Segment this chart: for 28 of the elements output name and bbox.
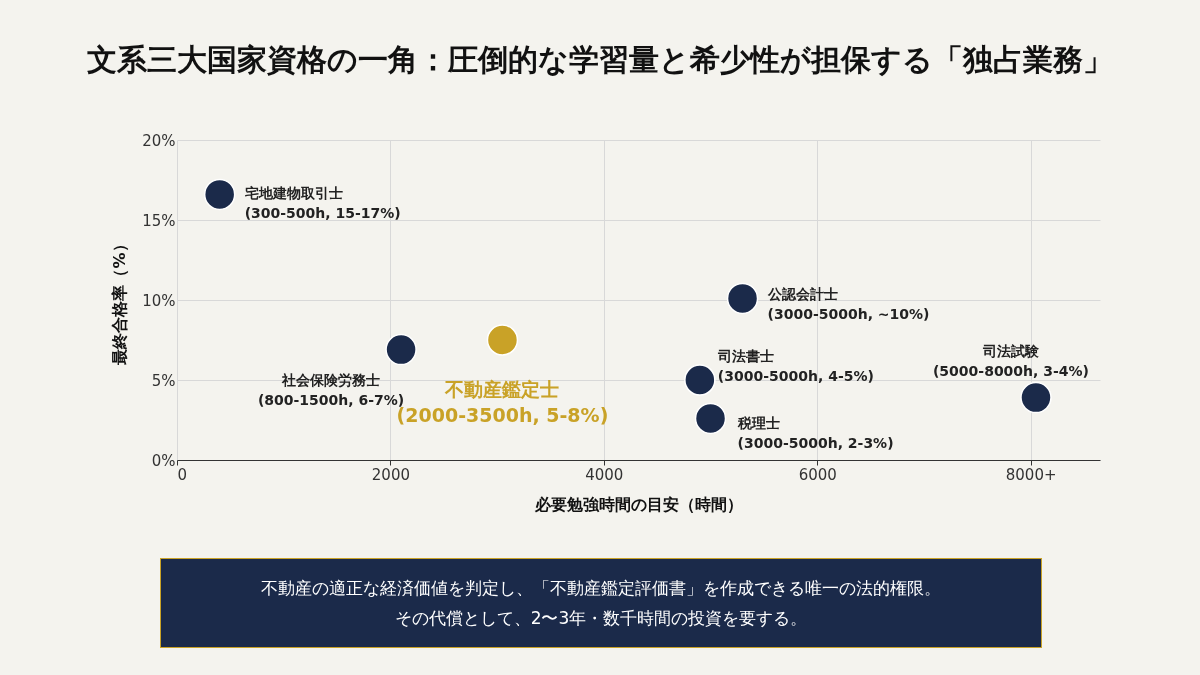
annotation: 税理士 (3000-5000h, 2-3%) [736,415,894,452]
x-tick-label: 8000+ [1005,465,1057,484]
x-tick-label: 2000 [371,465,410,484]
y-tick-label: 0% [151,451,176,470]
x-axis-title: 必要勉強時間の目安（時間） [534,494,743,514]
chart-title: 文系三大国家資格の一角：圧倒的な学習量と希少性が担保する「独占業務」 [86,41,1114,79]
y-tick-label: 10% [142,291,176,310]
annotation: 司法書士 (3000-5000h, 4-5%) [716,348,874,384]
point [203,178,236,211]
annotation: 宅地建物取引士 (300-500h, 15-17%) [244,185,401,222]
y-tick-label: 5% [151,371,176,390]
y-tick-label: 20% [142,131,176,150]
point [694,402,727,435]
point [486,324,519,356]
x-tick-label: 6000 [798,465,837,484]
text: その代償として、2〜3年・数千時間の投資を要する。 [393,607,809,630]
point [726,282,759,315]
annotation: 司法試験 (5000-8000h, 3-4%) [932,342,1089,379]
point [1020,381,1052,414]
annotation: 公認会計士 (3000-5000h, ~10%) [766,286,930,323]
text: 不動産の適正な経済価値を判定し、「不動産鑑定評価書」を作成できる唯一の法的権限。 [260,577,942,600]
point [385,333,417,366]
x-tick-label: 4000 [585,465,624,484]
annotation: 社会保険労務士 (800-1500h, 6-7%) [257,371,405,408]
point [684,364,716,396]
y-axis-title: 最終合格率（%） [110,236,130,366]
y-tick-label: 15% [142,211,176,230]
x-tick-label: 0 [177,465,188,484]
